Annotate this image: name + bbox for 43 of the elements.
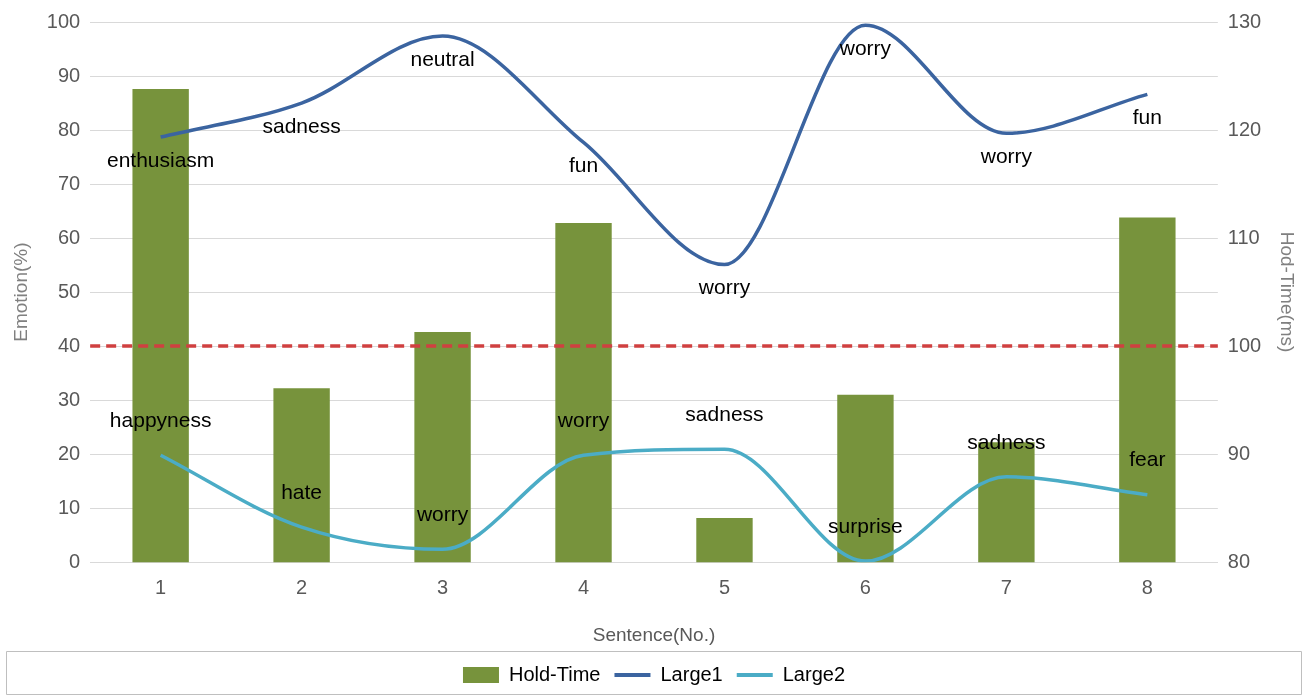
y-tick-label: 10: [57, 495, 81, 518]
x-tick-label: 5: [718, 575, 731, 598]
x-tick-label: 4: [577, 575, 590, 598]
y-axis-title: Emotion(%): [9, 242, 31, 342]
y2-tick-label: 110: [1227, 225, 1260, 248]
data-label: worry: [415, 502, 469, 526]
x-axis-title: Sentence(No.): [592, 623, 716, 645]
data-label: fun: [1132, 105, 1162, 129]
y2-tick-label: 120: [1227, 117, 1262, 140]
data-label: neutral: [410, 46, 475, 70]
y2-axis-title: Hod-Time(ms): [1277, 231, 1299, 353]
y-tick-label: 40: [57, 333, 81, 356]
y-tick-label: 70: [57, 171, 81, 194]
data-label: fear: [1129, 447, 1166, 471]
data-label: worry: [697, 275, 751, 299]
x-tick-label: 3: [437, 575, 449, 598]
x-tick-label: 6: [859, 575, 871, 598]
y-tick-label: 90: [57, 63, 81, 86]
data-label: worry: [838, 36, 892, 60]
y-tick-label: 50: [57, 279, 81, 302]
y2-tick-label: 130: [1227, 9, 1262, 32]
data-label: hate: [281, 479, 323, 503]
legend-label: Large2: [782, 662, 846, 685]
data-label: worry: [979, 144, 1033, 168]
y2-tick-label: 90: [1227, 441, 1251, 464]
legend-label: Hold-Time: [508, 662, 601, 685]
y-tick-label: 80: [57, 117, 81, 140]
data-label: sadness: [262, 113, 341, 137]
y2-tick-label: 100: [1227, 333, 1262, 356]
x-tick-label: 1: [155, 575, 167, 598]
y2-tick-label: 80: [1227, 549, 1251, 572]
y-tick-label: 20: [57, 441, 81, 464]
x-tick-label: 8: [1141, 575, 1153, 598]
data-label: worry: [556, 408, 610, 432]
y-tick-label: 0: [69, 549, 81, 572]
x-tick-label: 2: [296, 575, 308, 598]
legend-label: Large1: [660, 662, 723, 685]
y-tick-label: 30: [57, 387, 81, 410]
y-tick-label: 60: [57, 225, 81, 248]
data-label: fun: [568, 153, 599, 177]
data-label: sadness: [685, 402, 764, 426]
x-tick-label: 7: [1000, 575, 1012, 598]
y-tick-label: 100: [46, 9, 81, 32]
